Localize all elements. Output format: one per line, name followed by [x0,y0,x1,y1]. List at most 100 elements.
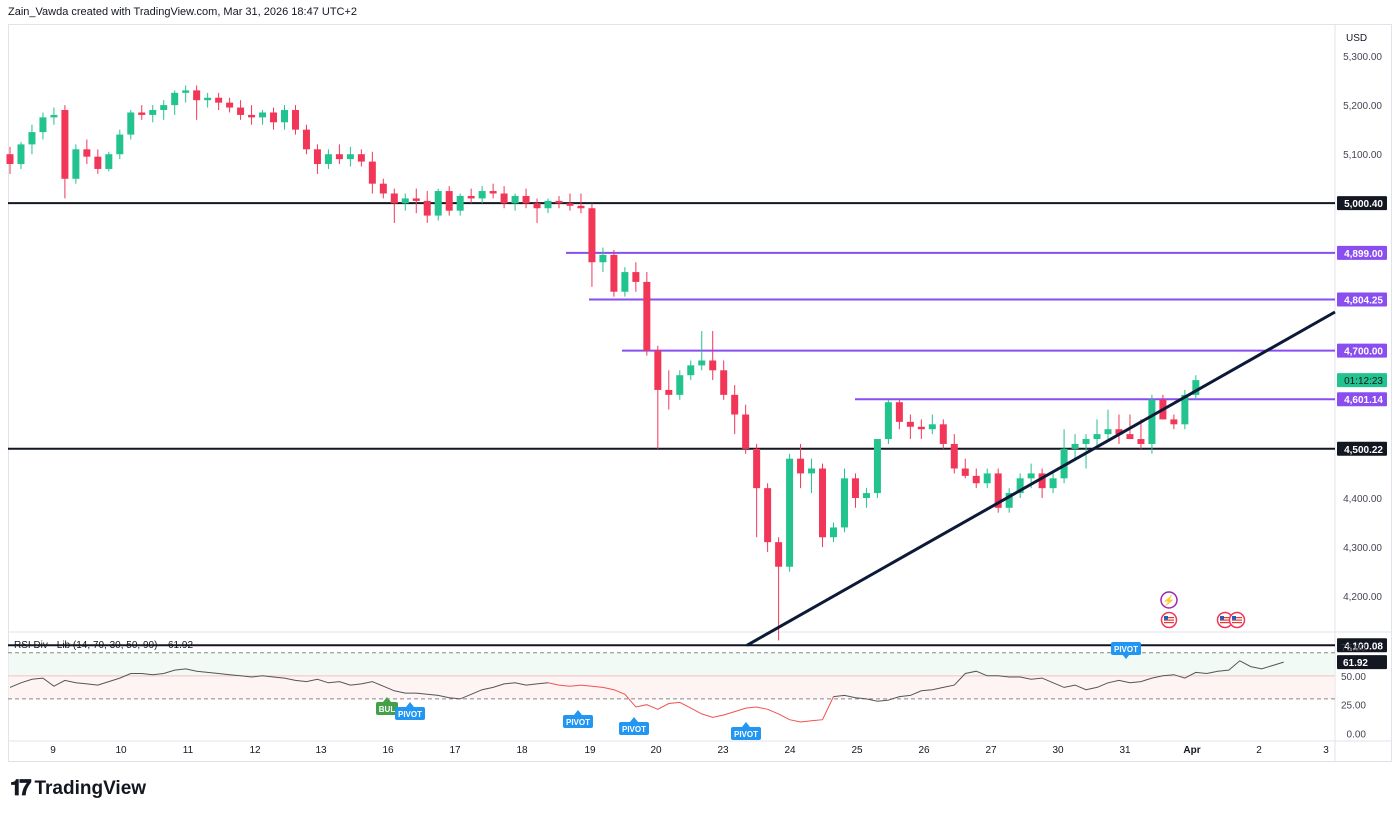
price-level-label: 4,100.08 [1344,641,1383,652]
price-level-badge [1337,343,1387,358]
candle-body [259,112,267,118]
flag-stripe [1232,622,1242,624]
lightning-icon-glyph: ⚡ [1163,594,1175,607]
candle-body [819,468,827,538]
candle-body [555,200,563,204]
candle-body [588,208,596,263]
us-flag-event-icon [1228,611,1246,629]
candle-body [1192,380,1200,395]
pivot-label: PIVOT [731,722,761,740]
rsi-value-badge [1337,655,1387,670]
rsi-upper-band-fill [8,652,1335,676]
rsi-tick-label: 25.00 [1341,701,1366,712]
flag-canton [1232,616,1236,620]
candle-body [522,195,530,204]
candle-body [862,493,870,498]
bull-divergence-label: BUL [376,697,398,715]
price-level-label: 4,700.00 [1344,347,1383,358]
label-pointer [574,710,582,715]
candle-body [61,110,69,179]
candle-body [753,448,761,489]
candle-body [160,105,168,111]
time-tick-label: 12 [249,745,261,756]
tradingview-logo[interactable]: 𝟏𝟕 TradingView [10,776,146,801]
label-text: PIVOT [734,730,758,739]
candles-layer [6,85,1200,641]
candle-body [346,154,354,160]
chart-attribution: Zain_Vawda created with TradingView.com,… [8,6,358,18]
rsi-title: RSI Div - Lib (14, 70, 30, 50, 90) [14,640,157,651]
price-level-badge [1337,292,1387,307]
pivot-label: PIVOT [395,702,425,720]
candle-body [17,144,25,165]
candle-body [204,97,212,101]
countdown-badge [1337,373,1387,388]
price-tick-label: 5,200.00 [1343,101,1382,112]
time-tick-label: 26 [918,745,930,756]
candle-body [94,156,102,169]
candle-body [390,193,398,204]
candle-body [313,149,321,165]
time-tick-label: 30 [1052,745,1064,756]
candle-body [1005,493,1013,508]
flag-stripe [1232,619,1242,621]
candle-body [6,154,14,165]
candle-body [445,191,453,211]
candle-body [917,426,925,430]
candle-body [972,475,980,484]
candle-body [687,365,695,376]
price-tick-label: 5,100.00 [1343,150,1382,161]
candle-body [665,389,673,395]
lightning-event-icon: ⚡ [1160,591,1178,609]
time-tick-label: 27 [985,745,997,756]
time-tick-label: 19 [584,745,596,756]
candle-body [215,97,223,103]
candle-body [1016,478,1024,494]
rsi-line-divergence [547,682,834,723]
label-text: PIVOT [398,710,422,719]
time-tick-label: 10 [115,745,127,756]
rsi-pane: RSI Div - Lib (14, 70, 30, 50, 90) 61.92 B… [8,640,1335,740]
candle-body [281,110,288,123]
time-tick-label: Apr [1183,745,1200,756]
time-tick-label: 23 [717,745,729,756]
time-tick-label: 24 [784,745,796,756]
candle-body [709,360,717,371]
rsi-line [9,668,549,700]
candle-body [1115,429,1123,435]
candle-body [193,90,201,101]
candle-body [621,272,629,292]
flag-canton [1220,616,1224,620]
ascending-trendline [746,310,1336,647]
tradingview-logo-icon: 𝟏𝟕 [10,776,32,801]
candle-body [994,473,1002,508]
candle-body [182,90,190,93]
candle-body [775,542,783,567]
candle-body [643,281,651,351]
price-level-badge [1337,638,1387,653]
time-tick-label: 18 [516,745,528,756]
candle-body [533,203,541,209]
flag-stripe [1220,622,1230,624]
event-icons-layer: ⚡ [1160,591,1246,629]
candle-body [928,424,936,430]
candle-body [961,468,969,476]
rsi-header-value: 61.92 [168,640,193,651]
candle-body [72,149,80,179]
label-box [395,707,425,720]
time-tick-label: 9 [50,745,56,756]
candle-body [577,205,585,209]
candle-body [720,370,728,395]
lightning-icon-circle [1160,591,1178,609]
label-pointer [630,717,638,722]
price-tick-label: 4,200.00 [1343,592,1382,603]
candle-body [401,198,409,204]
candle-body [511,195,519,204]
axis-layer: USD 5,300.00 5,200.00 5,100.00 4,400.00 4,300… [50,33,1387,756]
flag-stripe [1220,619,1230,621]
candle-body [357,154,365,162]
candle-body [1038,473,1046,489]
time-tick-label: 2 [1256,745,1262,756]
